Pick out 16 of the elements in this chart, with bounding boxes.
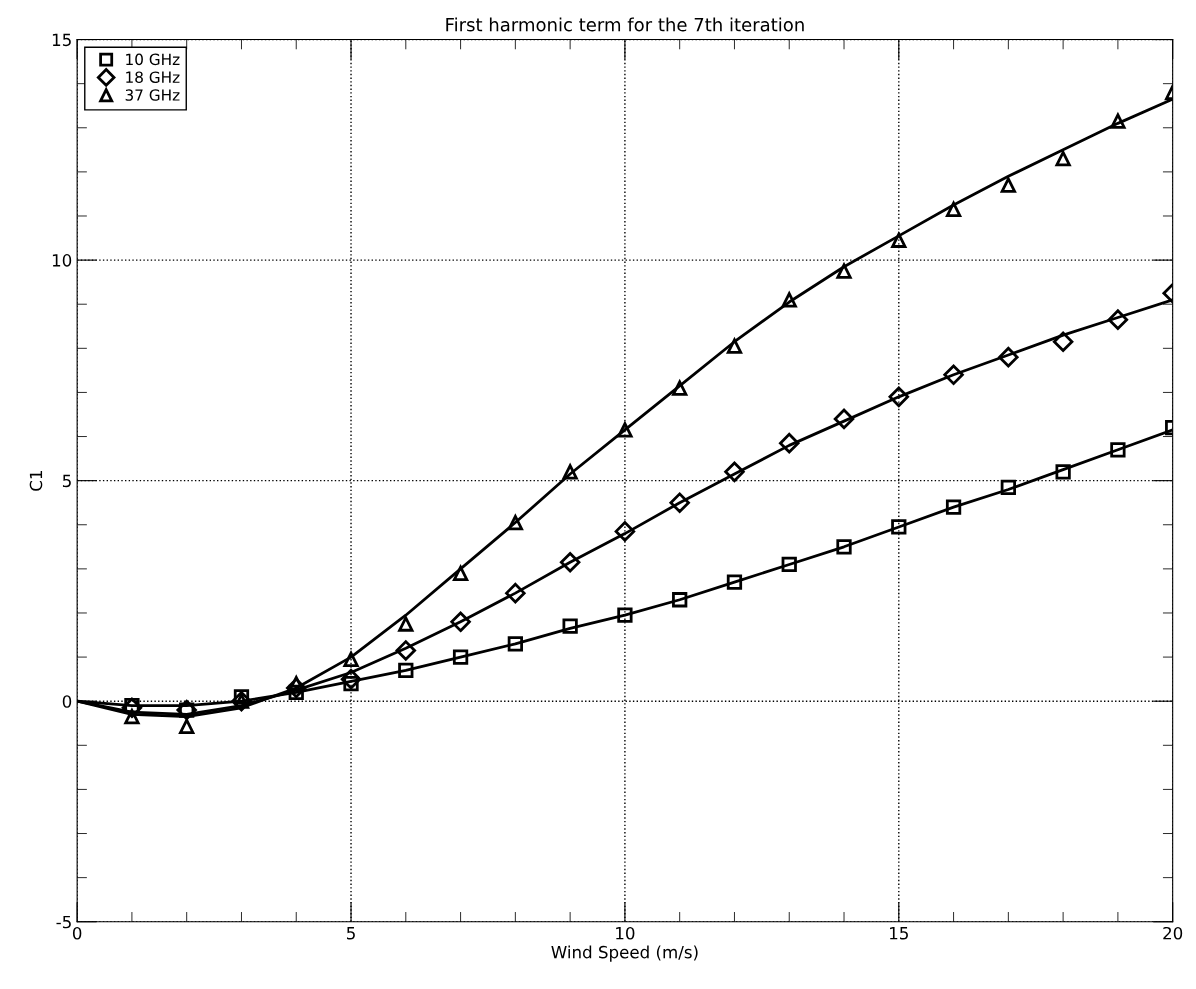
x-tick-label: 0	[72, 926, 82, 940]
y-tick-label: 5	[62, 474, 71, 488]
x-tick-label: 10	[616, 926, 635, 940]
y-axis-title: C1	[29, 471, 43, 491]
y-tick-label: -5	[56, 915, 71, 929]
x-tick-label: 15	[890, 927, 908, 940]
x-tick-label: 20	[1163, 926, 1183, 940]
x-axis-title: Wind Speed (m/s)	[551, 945, 698, 962]
legend-label: 18 GHz	[126, 71, 180, 83]
y-tick-label: 0	[62, 695, 72, 708]
legend-label: 37 GHz	[125, 89, 180, 101]
y-tick-label: 10	[52, 254, 72, 267]
chart-title: First harmonic term for the 7th iteration	[446, 17, 804, 32]
y-tick-label: 15	[52, 33, 71, 47]
x-tick-label: 5	[347, 927, 355, 940]
legend-label: 10 GHz	[126, 53, 180, 66]
